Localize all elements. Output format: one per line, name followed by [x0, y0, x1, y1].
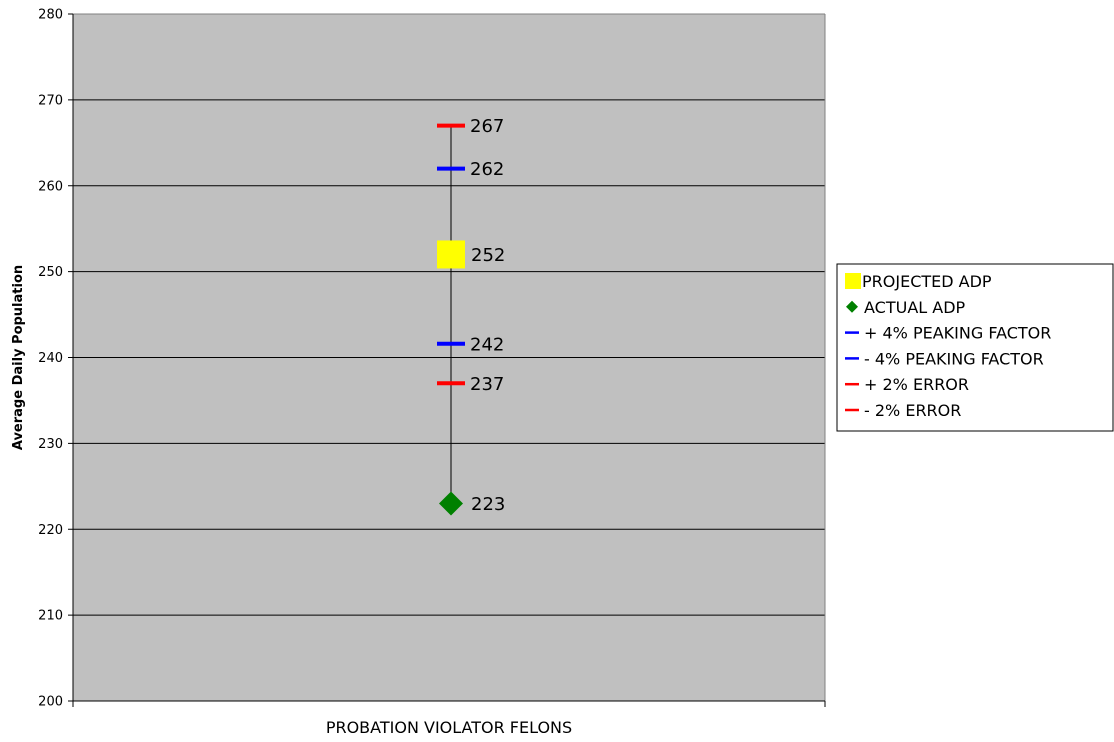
y-tick-label: 210 [38, 609, 63, 624]
marker-projected-adp [437, 240, 465, 269]
data-label-actual-adp: 223 [471, 494, 505, 515]
data-label-projected-adp: 252 [471, 245, 505, 266]
y-axis-label: Average Daily Population [11, 265, 26, 450]
marker-actual-adp [439, 491, 463, 516]
data-label-4-peaking-factor: 262 [470, 159, 504, 180]
data-labels: 252 223 262 242 267 237 [470, 116, 505, 515]
y-tick-label: 250 [38, 265, 63, 280]
legend-label-2-error: + 2% ERROR [864, 375, 969, 394]
legend-label-projected-adp: PROJECTED ADP [862, 272, 992, 291]
y-tick-label: 200 [38, 695, 63, 710]
y-tick-label: 220 [38, 523, 63, 538]
legend-label-2-error: - 2% ERROR [864, 401, 961, 420]
y-tick-label: 230 [38, 437, 63, 452]
y-tick-label: 270 [38, 93, 63, 108]
y-tick-label: 240 [38, 351, 63, 366]
data-label-2-error: 237 [470, 374, 504, 395]
x-axis-label: PROBATION VIOLATOR FELONS [326, 718, 572, 737]
y-tick-label: 280 [38, 8, 63, 23]
gridlines [73, 99, 825, 616]
data-label-2-error: 267 [470, 116, 504, 137]
data-marks [437, 123, 465, 516]
axes [68, 13, 826, 707]
legend-swatch-projected-adp [845, 273, 861, 289]
legend-label-actual-adp: ACTUAL ADP [864, 298, 966, 317]
data-label-4-peaking-factor: 242 [470, 334, 504, 355]
legend-label-4-peaking-factor: - 4% PEAKING FACTOR [864, 349, 1044, 368]
y-tick-labels: 200 210 220 230 240 250 260 270 280 [38, 8, 63, 710]
y-tick-label: 260 [38, 179, 63, 194]
legend: PROJECTED ADP ACTUAL ADP + 4% PEAKING FACT… [836, 263, 1114, 432]
legend-swatch-actual-adp [846, 300, 858, 313]
legend-label-4-peaking-factor: + 4% PEAKING FACTOR [864, 324, 1051, 343]
legend-box [836, 263, 1114, 432]
